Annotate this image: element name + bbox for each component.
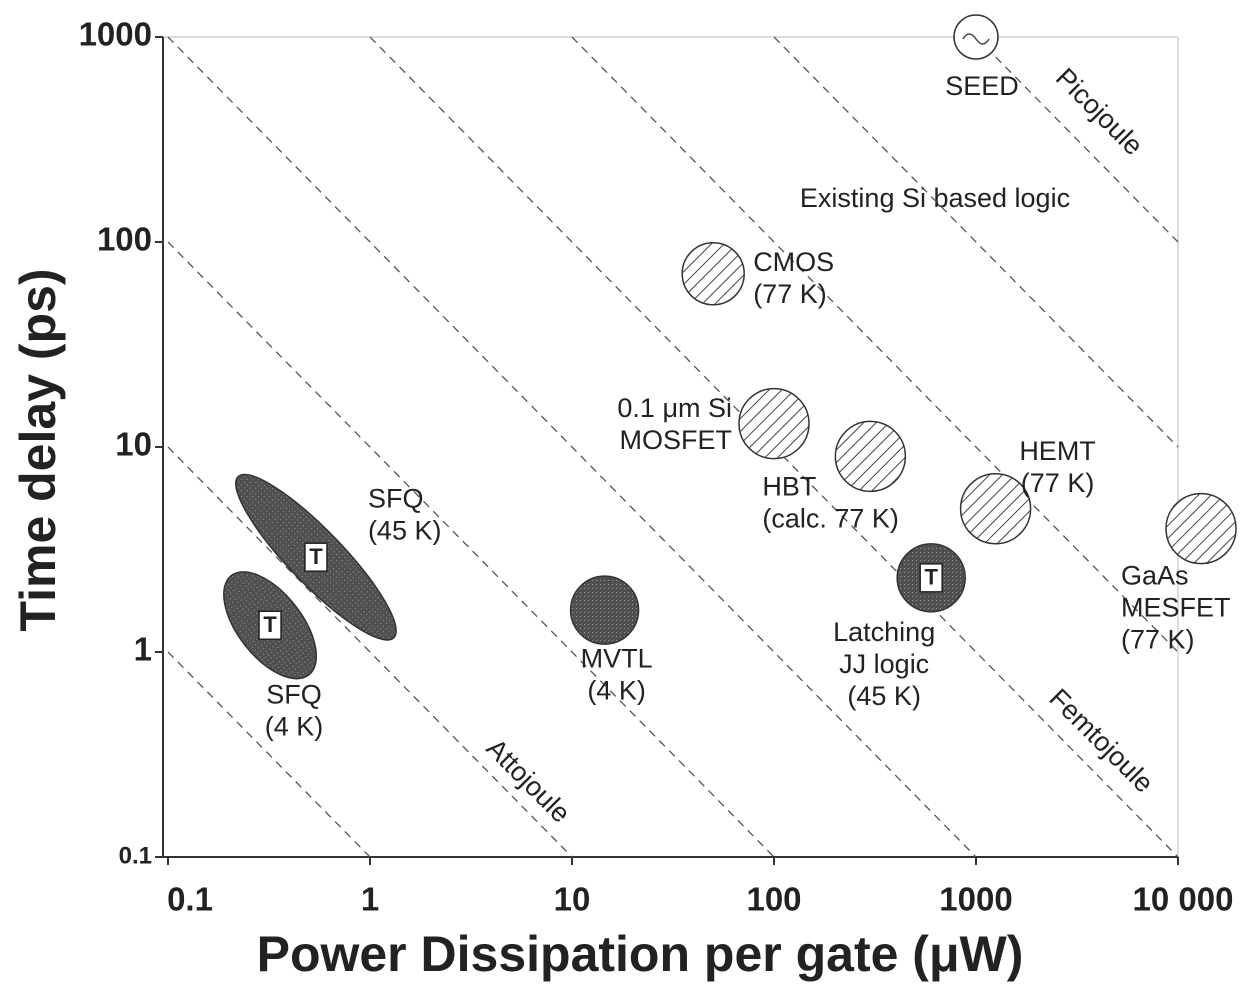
point-label: SEED	[945, 71, 1019, 101]
x-tick-label: 10	[554, 881, 591, 918]
point-label: (77 K)	[1121, 625, 1195, 655]
point-label: SFQ	[368, 483, 424, 513]
y-tick-label: 1000	[79, 16, 152, 53]
x-axis-title: Power Dissipation per gate (μW)	[257, 926, 1024, 982]
point	[681, 242, 745, 306]
y-tick-label: 10	[115, 426, 152, 463]
point	[953, 14, 999, 60]
y-tick-label: 100	[97, 221, 152, 258]
point-label: GaAs	[1121, 561, 1189, 591]
point-label: 0.1 μm Si	[617, 393, 732, 423]
point-label: CMOS	[753, 247, 834, 277]
point	[959, 472, 1032, 545]
x-tick-label: 100	[746, 881, 801, 918]
energy-label: Picojoule	[1050, 62, 1149, 161]
point-label: (4 K)	[265, 711, 324, 741]
annotation: Existing Si based logic	[800, 183, 1070, 213]
point-label: (calc. 77 K)	[762, 504, 899, 534]
x-tick-label: 0.1	[167, 881, 213, 918]
x-tick-label: 10 000	[1133, 881, 1234, 918]
energy-label: Attojoule	[481, 733, 577, 829]
energy-line	[167, 651, 371, 858]
point	[738, 387, 810, 460]
point-label: MOSFET	[620, 425, 733, 455]
marker-box	[919, 563, 943, 593]
point-label: SFQ	[266, 679, 322, 709]
y-tick-label: 0.1	[119, 842, 152, 869]
y-axis-title: Time delay (ps)	[10, 268, 66, 631]
marker-box	[304, 542, 328, 572]
point-label: (4 K)	[587, 675, 646, 705]
energy-line	[167, 241, 775, 858]
point	[569, 575, 640, 645]
point-label: HEMT	[1019, 436, 1096, 466]
point-label: MESFET	[1121, 593, 1231, 623]
x-tick-label: 1000	[939, 881, 1012, 918]
point	[834, 420, 907, 493]
energy-line	[571, 36, 1179, 653]
energy-label: Femtojoule	[1043, 683, 1159, 799]
point-label: Latching	[833, 617, 935, 647]
marker-text: T	[924, 565, 938, 590]
energy-line	[167, 36, 977, 858]
point-label: MVTL	[581, 643, 653, 673]
y-tick-label: 1	[134, 631, 152, 668]
point-symbol	[962, 33, 990, 45]
point-label: (45 K)	[847, 681, 921, 711]
energy-line	[773, 36, 1179, 448]
point-label: (77 K)	[1021, 468, 1095, 498]
energy-line	[167, 446, 573, 858]
marker-text: T	[263, 612, 277, 637]
point-label: JJ logic	[839, 649, 929, 679]
point	[1165, 492, 1237, 565]
marker-text: T	[309, 544, 323, 569]
point-label: (45 K)	[368, 515, 442, 545]
x-tick-label: 1	[361, 881, 379, 918]
marker-box	[258, 610, 282, 641]
energy-line	[975, 36, 1179, 243]
point-label: (77 K)	[753, 279, 827, 309]
point-label: HBT	[762, 472, 816, 502]
